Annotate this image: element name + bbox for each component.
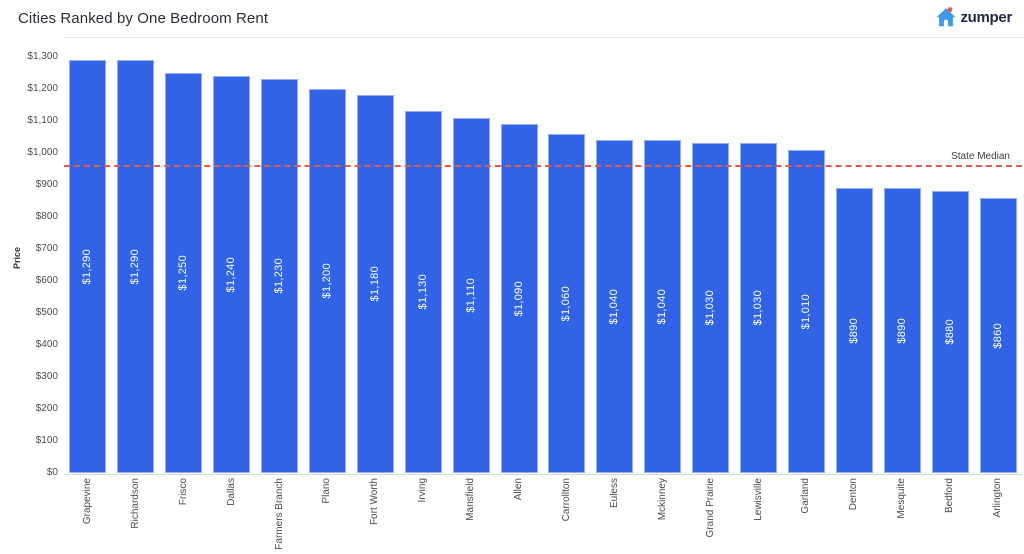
bar-value-label: $1,030 [752, 290, 765, 326]
y-tick-label: $600 [35, 275, 58, 286]
bar-value-label: $880 [943, 319, 956, 346]
bar-value-label: $1,290 [81, 248, 94, 285]
x-tick-label: Fort Worth [369, 478, 381, 526]
x-tick-label: Dallas [225, 478, 237, 506]
bar-value-label: $890 [847, 317, 860, 344]
bar[interactable]: $1,090 [500, 124, 538, 473]
x-tick-label: Allen [513, 478, 525, 501]
y-tick-label: $1,000 [27, 147, 58, 158]
header-divider [64, 37, 1024, 38]
y-tick-label: $500 [35, 307, 58, 318]
bar-value-label: $1,130 [416, 274, 429, 310]
y-tick-label: $1,300 [27, 51, 58, 62]
x-axis-line [64, 474, 1022, 475]
bar-value-label: $1,010 [799, 293, 812, 330]
x-tick-label: Arlington [992, 478, 1004, 518]
y-tick-label: $700 [35, 243, 58, 254]
y-tick-label: $300 [35, 371, 58, 382]
x-tick-label: Grand Prairie [704, 478, 716, 538]
bar[interactable]: $1,290 [69, 60, 107, 473]
y-tick-label: $200 [35, 403, 58, 414]
bar[interactable]: $1,110 [452, 117, 490, 473]
bar[interactable]: $1,290 [117, 60, 155, 473]
y-tick-label: $1,100 [27, 115, 58, 126]
bar-value-label: $1,110 [464, 278, 477, 313]
bar-value-label: $1,180 [368, 266, 381, 302]
bar[interactable]: $1,060 [548, 133, 586, 473]
x-tick-label: Bedford [944, 478, 956, 514]
y-tick-label: $800 [35, 211, 58, 222]
state-median-label: State Median [951, 150, 1010, 162]
bar-value-label: $1,030 [704, 290, 717, 326]
bar[interactable]: $1,030 [740, 143, 778, 473]
bar[interactable]: $1,030 [692, 143, 730, 473]
bar[interactable]: $1,130 [404, 111, 442, 473]
y-tick-label: $100 [35, 435, 58, 446]
bar-value-label: $1,060 [560, 285, 573, 322]
y-tick-label: $400 [35, 339, 58, 350]
bar[interactable]: $1,230 [261, 79, 299, 473]
bar-value-label: $1,040 [608, 288, 621, 325]
zumper-logo: zumper [936, 7, 1012, 27]
x-tick-label: Mckinney [656, 478, 668, 521]
house-icon [937, 7, 956, 27]
x-tick-label: Grapevine [81, 478, 93, 525]
bar-value-label: $1,090 [512, 280, 525, 317]
bar[interactable]: $880 [931, 191, 969, 473]
bar[interactable]: $890 [883, 188, 921, 473]
bar[interactable]: $1,040 [596, 140, 634, 473]
page-title: Cities Ranked by One Bedroom Rent [18, 10, 269, 27]
bar-value-label: $1,200 [320, 263, 333, 299]
bar[interactable]: $1,010 [787, 149, 825, 473]
bar[interactable]: $890 [835, 188, 873, 473]
bar-value-label: $860 [991, 322, 1004, 349]
x-tick-label: Frisco [177, 478, 189, 506]
x-tick-label: Carrollton [560, 478, 572, 522]
x-tick-label: Mesquite [896, 478, 908, 519]
bar[interactable]: $1,180 [356, 95, 394, 473]
y-tick-label: $1,200 [27, 83, 58, 94]
x-tick-label: Farmers Branch [273, 478, 285, 550]
bar[interactable]: $1,250 [165, 73, 203, 473]
logo-text: zumper [960, 8, 1012, 26]
x-tick-label: Irving [417, 478, 429, 503]
x-tick-label: Plano [321, 478, 333, 504]
x-tick-label: Denton [848, 478, 860, 511]
bar-value-label: $1,290 [129, 248, 142, 285]
bar[interactable]: $1,040 [644, 140, 682, 473]
bar-value-label: $1,250 [177, 255, 190, 291]
bar[interactable]: $860 [979, 197, 1017, 473]
x-tick-label: Richardson [129, 478, 141, 529]
bar[interactable]: $1,240 [213, 76, 251, 473]
x-tick-label: Mansfield [465, 478, 477, 521]
bar-value-label: $1,230 [273, 258, 286, 294]
x-tick-label: Euless [608, 478, 620, 509]
y-tick-label: $900 [35, 179, 58, 190]
bar[interactable]: $1,200 [308, 89, 346, 473]
y-tick-label: $0 [46, 467, 58, 478]
x-tick-label: Garland [800, 478, 812, 514]
bar-value-label: $1,240 [225, 256, 238, 293]
x-tick-label: Lewisville [752, 478, 764, 521]
bar-value-label: $890 [895, 317, 908, 344]
state-median-line [64, 164, 1022, 167]
bar-value-label: $1,040 [656, 288, 669, 325]
